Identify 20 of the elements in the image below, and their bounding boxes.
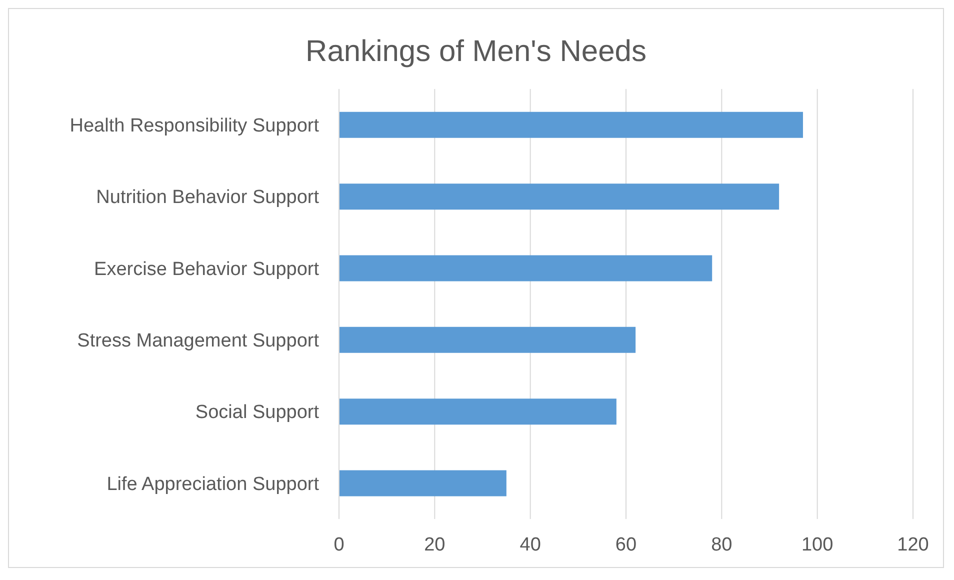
x-tick-label: 60	[615, 534, 637, 556]
x-tick-label: 40	[520, 534, 541, 556]
y-tick-label: Exercise Behavior Support	[94, 258, 320, 280]
x-tick-label: 20	[424, 534, 446, 556]
bar	[339, 398, 616, 425]
x-tick-label: 80	[711, 534, 732, 556]
chart-title: Rankings of Men's Needs	[304, 34, 648, 70]
y-tick-label: Life Appreciation Support	[106, 474, 320, 495]
bar	[339, 112, 803, 138]
bar	[339, 326, 636, 353]
x-tick-label: 100	[801, 534, 834, 556]
y-tick-label: Health Responsibility Support	[70, 116, 320, 137]
bar	[339, 255, 712, 282]
x-tick-label: 0	[334, 534, 344, 556]
bar	[339, 470, 506, 496]
bar	[339, 184, 780, 210]
y-tick-label: Nutrition Behavior Support	[96, 187, 320, 208]
y-tick-label: Stress Management Support	[77, 330, 320, 352]
x-tick-label: 120	[897, 534, 929, 556]
y-tick-label: Social Support	[195, 402, 320, 424]
